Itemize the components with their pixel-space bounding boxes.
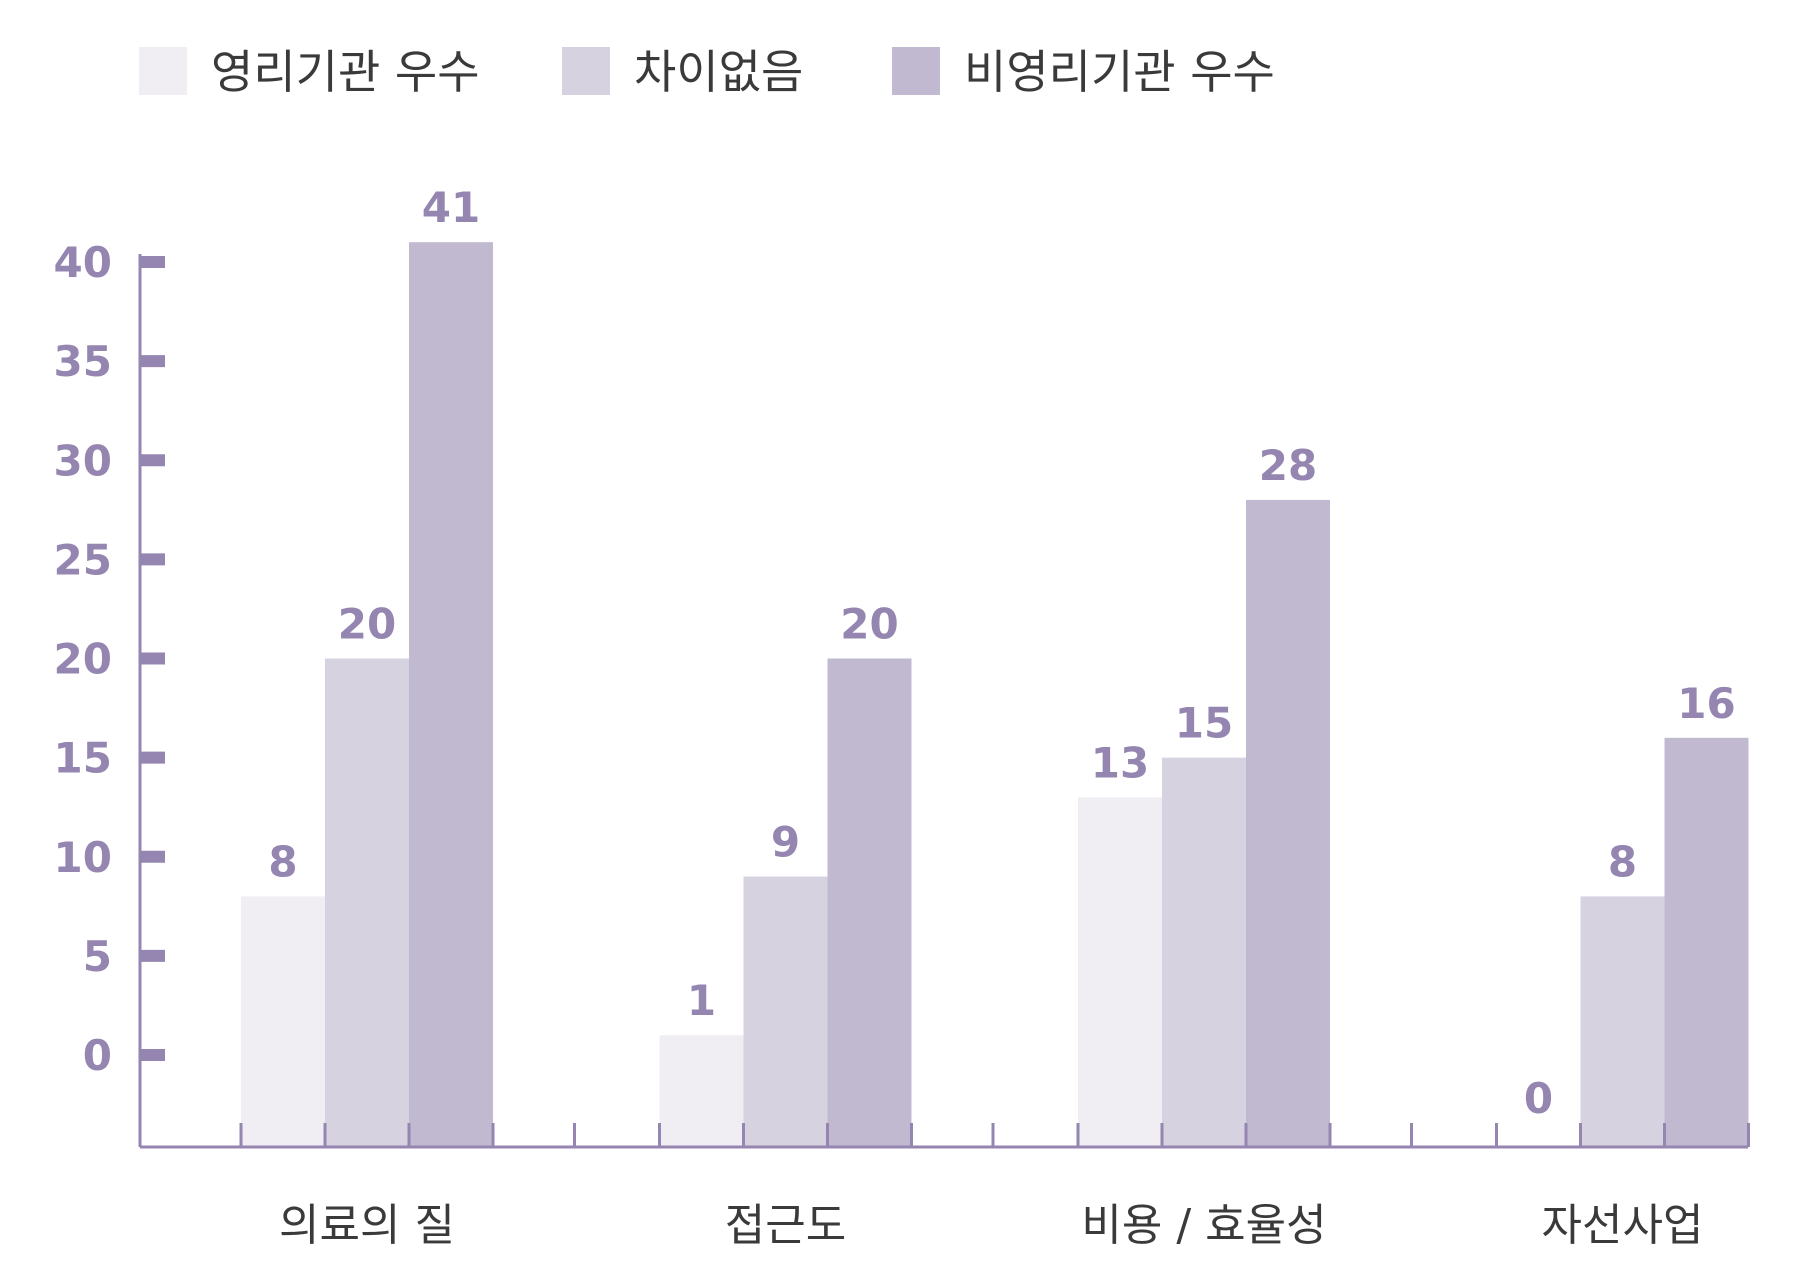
data-label-1-1: 8 — [268, 837, 297, 886]
y-tick-mark-4 — [140, 751, 165, 764]
legend-swatch-2 — [562, 47, 610, 95]
legend-swatch-1 — [139, 47, 187, 95]
y-tick-label-5: 20 — [54, 635, 112, 684]
y-tick-label-2: 5 — [83, 932, 112, 981]
legend: 영리기관 우수 차이없음 비영리기관 우수 — [139, 45, 1275, 99]
bar-4-2 — [1580, 896, 1665, 1147]
y-tick-mark-1 — [140, 1049, 165, 1061]
y-tick-label-3: 10 — [54, 833, 112, 882]
data-label-1-2: 20 — [338, 600, 396, 649]
category-label-1: 의료의 질 — [279, 1200, 455, 1251]
legend-label-1: 영리기관 우수 — [211, 45, 480, 99]
data-label-2-1: 1 — [687, 976, 716, 1025]
category-label-2: 접근도 — [725, 1200, 846, 1251]
bar-1-3 — [409, 242, 493, 1148]
y-tick-mark-9 — [140, 256, 165, 268]
y-tick-mark-5 — [140, 652, 165, 665]
legend-label-2: 차이없음 — [634, 45, 803, 99]
bar-1-1 — [241, 896, 325, 1147]
data-label-2-3: 20 — [840, 600, 898, 649]
y-tick-label-7: 30 — [54, 436, 112, 485]
data-label-4-2: 8 — [1608, 837, 1637, 886]
y-tick-label-6: 25 — [54, 535, 112, 584]
data-label-3-2: 15 — [1175, 699, 1233, 748]
legend-label-3: 비영리기관 우수 — [964, 45, 1275, 99]
data-label-4-1: 0 — [1524, 1074, 1553, 1123]
y-tick-label-8: 35 — [54, 337, 112, 386]
legend-swatch-3 — [892, 47, 940, 95]
bar-4-3 — [1664, 737, 1749, 1147]
bar-2-2 — [743, 876, 828, 1147]
data-label-3-3: 28 — [1259, 441, 1317, 490]
category-label-4: 자선사업 — [1542, 1200, 1704, 1251]
y-tick-label-9: 40 — [54, 238, 112, 287]
y-tick-mark-6 — [140, 553, 165, 566]
bar-3-2 — [1162, 757, 1246, 1147]
data-label-2-2: 9 — [771, 818, 800, 867]
bar-2-1 — [659, 1035, 744, 1147]
y-tick-mark-2 — [140, 949, 165, 962]
data-label-4-3: 16 — [1677, 679, 1735, 728]
bar-1-2 — [325, 658, 409, 1147]
bars — [241, 242, 1749, 1148]
data-label-1-3: 41 — [422, 183, 480, 232]
y-tick-label-4: 15 — [54, 734, 112, 783]
bar-3-1 — [1078, 797, 1162, 1147]
data-label-3-1: 13 — [1091, 738, 1149, 787]
bar-3-3 — [1246, 499, 1330, 1147]
y-tick-mark-7 — [140, 454, 165, 467]
bar-2-3 — [827, 658, 912, 1147]
data-labels: 8 20 41 의료의 질 1 9 20 접근도 13 15 28 비용 / 효율성 0 8 16 자선사업 — [268, 183, 1735, 1251]
category-label-3: 비용 / 효율성 — [1081, 1200, 1326, 1251]
y-tick-mark-8 — [140, 355, 165, 368]
y-tick-label-1: 0 — [83, 1031, 112, 1080]
y-tick-mark-3 — [140, 850, 165, 863]
